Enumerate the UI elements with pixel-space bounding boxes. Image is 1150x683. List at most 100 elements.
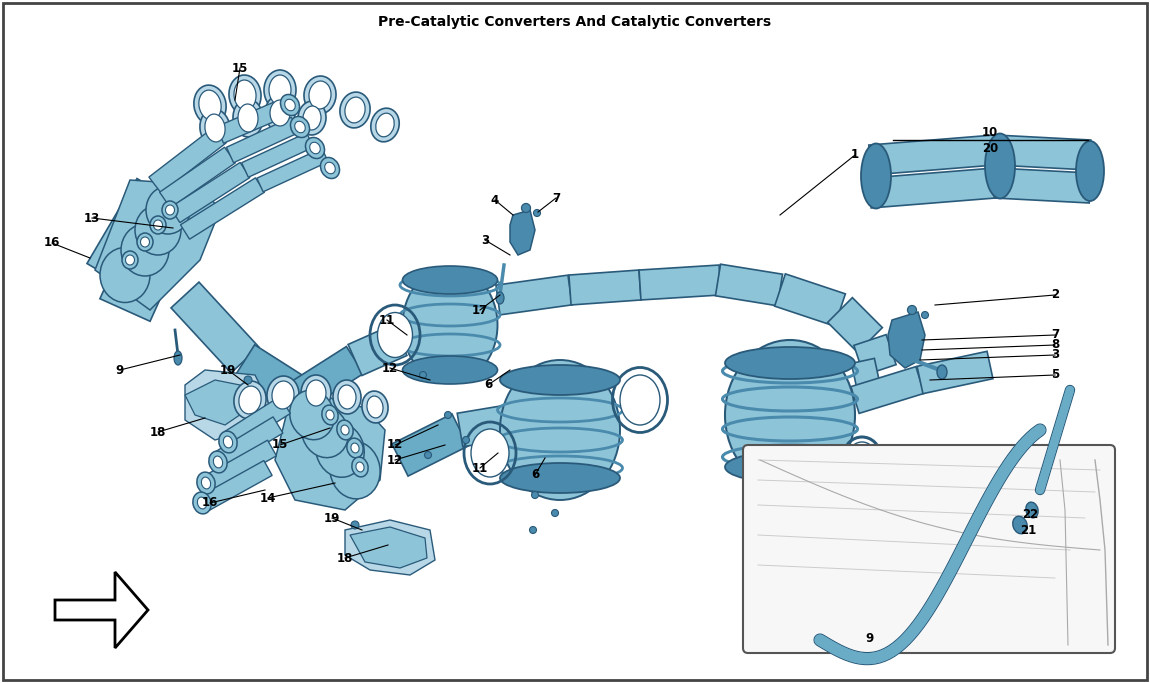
Text: 20: 20	[982, 141, 998, 154]
Ellipse shape	[199, 90, 221, 120]
Ellipse shape	[269, 75, 291, 105]
Polygon shape	[995, 168, 1091, 203]
Ellipse shape	[724, 451, 854, 483]
Text: 7: 7	[1051, 329, 1059, 342]
Ellipse shape	[301, 375, 331, 411]
Ellipse shape	[534, 210, 540, 217]
Polygon shape	[851, 367, 925, 413]
Ellipse shape	[531, 492, 538, 499]
Text: 12: 12	[382, 361, 398, 374]
Ellipse shape	[340, 425, 350, 435]
Ellipse shape	[351, 521, 359, 529]
Ellipse shape	[264, 70, 296, 110]
Text: 7: 7	[552, 191, 560, 204]
Polygon shape	[256, 148, 328, 192]
Ellipse shape	[271, 381, 294, 409]
Text: 2: 2	[1051, 288, 1059, 301]
Ellipse shape	[445, 411, 452, 419]
Ellipse shape	[193, 492, 212, 514]
Polygon shape	[775, 274, 845, 326]
Polygon shape	[206, 440, 276, 491]
Ellipse shape	[402, 356, 498, 384]
Ellipse shape	[135, 205, 181, 255]
Text: 19: 19	[220, 363, 236, 376]
Ellipse shape	[1076, 141, 1104, 201]
Polygon shape	[87, 178, 193, 296]
Polygon shape	[185, 380, 250, 425]
Polygon shape	[350, 527, 427, 568]
Polygon shape	[100, 199, 196, 321]
Text: 11: 11	[472, 462, 488, 475]
Text: 5: 5	[1051, 369, 1059, 382]
Text: 22: 22	[1022, 509, 1038, 522]
Ellipse shape	[150, 216, 166, 234]
Ellipse shape	[122, 251, 138, 269]
Polygon shape	[851, 359, 882, 397]
Text: 3: 3	[1051, 348, 1059, 361]
Text: 11: 11	[378, 313, 396, 326]
Ellipse shape	[218, 431, 237, 453]
Ellipse shape	[267, 376, 299, 414]
Ellipse shape	[229, 75, 261, 115]
Ellipse shape	[198, 497, 207, 509]
Ellipse shape	[842, 472, 850, 480]
Ellipse shape	[306, 380, 325, 406]
Ellipse shape	[462, 436, 469, 443]
Ellipse shape	[140, 237, 150, 247]
Ellipse shape	[330, 441, 381, 499]
Ellipse shape	[294, 122, 305, 133]
Polygon shape	[171, 282, 259, 373]
Ellipse shape	[347, 438, 363, 458]
Text: 9: 9	[866, 632, 874, 645]
Ellipse shape	[223, 436, 232, 448]
Ellipse shape	[334, 380, 361, 414]
Ellipse shape	[1026, 502, 1038, 518]
Ellipse shape	[321, 158, 339, 178]
Ellipse shape	[500, 463, 620, 493]
Text: 17: 17	[472, 303, 488, 316]
Ellipse shape	[724, 340, 854, 490]
Ellipse shape	[270, 100, 290, 126]
Polygon shape	[170, 163, 250, 223]
Ellipse shape	[233, 99, 263, 137]
Ellipse shape	[861, 143, 891, 208]
Polygon shape	[185, 370, 264, 440]
Text: 3: 3	[481, 234, 489, 247]
Ellipse shape	[121, 224, 169, 276]
Text: 16: 16	[201, 497, 218, 510]
Polygon shape	[458, 403, 523, 447]
Ellipse shape	[197, 472, 215, 494]
Polygon shape	[160, 148, 236, 208]
Text: 18: 18	[337, 551, 353, 565]
Ellipse shape	[529, 527, 537, 533]
Polygon shape	[201, 460, 273, 510]
Polygon shape	[868, 135, 996, 175]
Ellipse shape	[340, 92, 370, 128]
Ellipse shape	[377, 313, 413, 357]
Polygon shape	[227, 117, 299, 163]
Ellipse shape	[137, 233, 153, 251]
Polygon shape	[496, 275, 572, 315]
Ellipse shape	[937, 365, 946, 379]
Polygon shape	[95, 180, 220, 310]
Ellipse shape	[302, 106, 321, 130]
Ellipse shape	[1013, 516, 1027, 534]
Ellipse shape	[285, 99, 296, 111]
Ellipse shape	[298, 101, 325, 135]
Polygon shape	[275, 395, 385, 510]
Polygon shape	[224, 397, 290, 449]
Polygon shape	[917, 351, 992, 393]
Polygon shape	[509, 210, 535, 255]
Ellipse shape	[153, 220, 162, 230]
Ellipse shape	[205, 114, 225, 142]
Ellipse shape	[316, 423, 365, 477]
Ellipse shape	[309, 81, 331, 109]
Text: 18: 18	[150, 426, 167, 438]
Ellipse shape	[620, 375, 660, 425]
Ellipse shape	[309, 142, 320, 154]
Ellipse shape	[201, 477, 210, 489]
Polygon shape	[345, 520, 435, 575]
Ellipse shape	[351, 443, 359, 453]
Text: 12: 12	[386, 454, 404, 466]
Ellipse shape	[472, 429, 509, 477]
